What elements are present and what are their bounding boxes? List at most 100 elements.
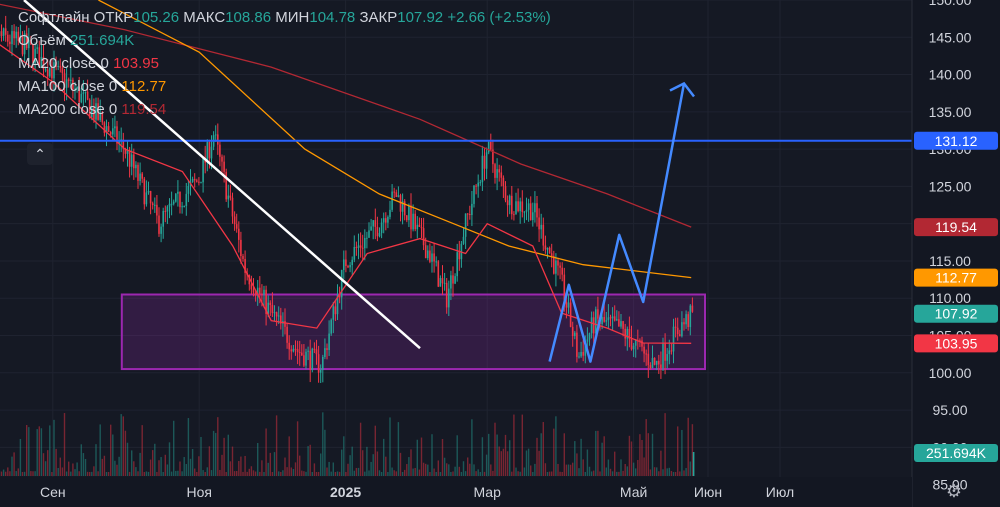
volume-bar (82, 453, 85, 476)
volume-bar (40, 428, 43, 476)
volume-bar (460, 471, 463, 476)
volume-bar (206, 467, 208, 476)
candle-body (557, 260, 559, 266)
candle-body (408, 205, 410, 221)
candle-body (109, 132, 112, 135)
volume-bar (355, 467, 358, 476)
candle-body (454, 276, 456, 284)
drawings[interactable] (0, 0, 912, 363)
candle-body (401, 201, 404, 212)
candle-body (301, 352, 303, 356)
volume-bar (246, 471, 248, 476)
volume-bar (572, 462, 574, 476)
ma200-label: MA200 close 0 (18, 101, 118, 118)
candle-body (198, 181, 200, 183)
volume-bar (597, 430, 599, 476)
candle-body (21, 36, 24, 55)
volume-bar (677, 426, 679, 476)
volume-bar (28, 427, 30, 476)
candle-body (193, 178, 196, 181)
candle-body (628, 328, 631, 339)
candle-body (82, 92, 85, 94)
y-tick-label: 95.00 (932, 402, 967, 418)
candle-body (462, 236, 465, 244)
volume-bar (80, 444, 82, 476)
settings-button[interactable]: ⚙ (940, 479, 968, 503)
ma200-row[interactable]: MA200 close 0 119.54 (18, 98, 551, 121)
volume-bar (645, 419, 647, 476)
volume-bar (410, 449, 412, 476)
candle-body (595, 309, 597, 334)
volume-bar (231, 446, 234, 476)
volume-bar (404, 469, 406, 476)
volume-bar (221, 454, 223, 476)
price-label-text: 112.77 (935, 270, 977, 286)
candle-body (156, 204, 158, 216)
candle-body (9, 41, 11, 45)
volume-row[interactable]: Объём 251.694K (18, 29, 551, 52)
candle-body (624, 328, 626, 339)
volume-bar (114, 460, 116, 476)
volume-bar (399, 452, 402, 476)
close-label: ЗАКР (359, 9, 398, 26)
candle-body (672, 326, 675, 352)
ohlc-row: Софтлайн ОТКР105.26 МАКС108.86 МИН104.78… (18, 6, 551, 29)
consolidation-zone[interactable] (120, 293, 707, 371)
candle-body (91, 107, 93, 118)
volume-bar (38, 426, 40, 476)
collapse-legend-button[interactable]: ⌃ (27, 143, 53, 165)
volume-bar (259, 471, 261, 476)
candle-body (571, 326, 574, 337)
volume-bar (611, 471, 614, 476)
candle-body (265, 289, 267, 314)
volume-bar (618, 471, 620, 476)
volume-bar (366, 446, 368, 476)
candle-body (662, 343, 664, 369)
candle-body (336, 295, 339, 315)
candle-body (309, 350, 311, 370)
ma100-row[interactable]: MA100 close 0 112.77 (18, 75, 551, 98)
candle-body (683, 322, 685, 325)
volume-bar (278, 471, 280, 476)
candle-body (330, 319, 332, 334)
ma20-row[interactable]: MA20 close 0 103.95 (18, 52, 551, 75)
candle-body (181, 206, 183, 208)
candle-body (506, 200, 509, 206)
candle-body (151, 203, 154, 206)
candle-body (2, 28, 5, 36)
candle-body (40, 56, 43, 68)
volume-bar (97, 471, 99, 476)
volume-label-text: 251.694K (926, 445, 987, 461)
volume-bar (105, 471, 108, 476)
candle-body (256, 287, 259, 296)
candle-body (84, 91, 87, 93)
price-label-box (914, 218, 998, 237)
volume-bar (418, 469, 421, 476)
volume-bar (387, 471, 389, 476)
symbol-name[interactable]: Софтлайн (18, 9, 90, 26)
candle-body (70, 79, 72, 81)
volume-bar (236, 471, 238, 476)
candle-body (305, 351, 307, 366)
candle-body (78, 86, 80, 103)
candle-body (162, 210, 164, 227)
candle-body (364, 238, 366, 249)
candle-body (511, 195, 513, 215)
volume-bar (76, 462, 78, 476)
volume-bar (204, 471, 206, 476)
volume-bar (500, 451, 502, 476)
volume-bar (305, 471, 307, 476)
candle-body (229, 195, 232, 198)
candle-body (235, 224, 238, 229)
candle-body (689, 305, 692, 328)
candle-body (147, 191, 150, 193)
volume-bar (84, 458, 87, 476)
candle-body (563, 274, 566, 302)
volume-bar (210, 470, 213, 476)
candle-body (51, 67, 53, 79)
candle-body (403, 201, 406, 216)
volume-bar (202, 470, 204, 476)
candle-body (19, 36, 22, 41)
candle-body (17, 31, 20, 41)
